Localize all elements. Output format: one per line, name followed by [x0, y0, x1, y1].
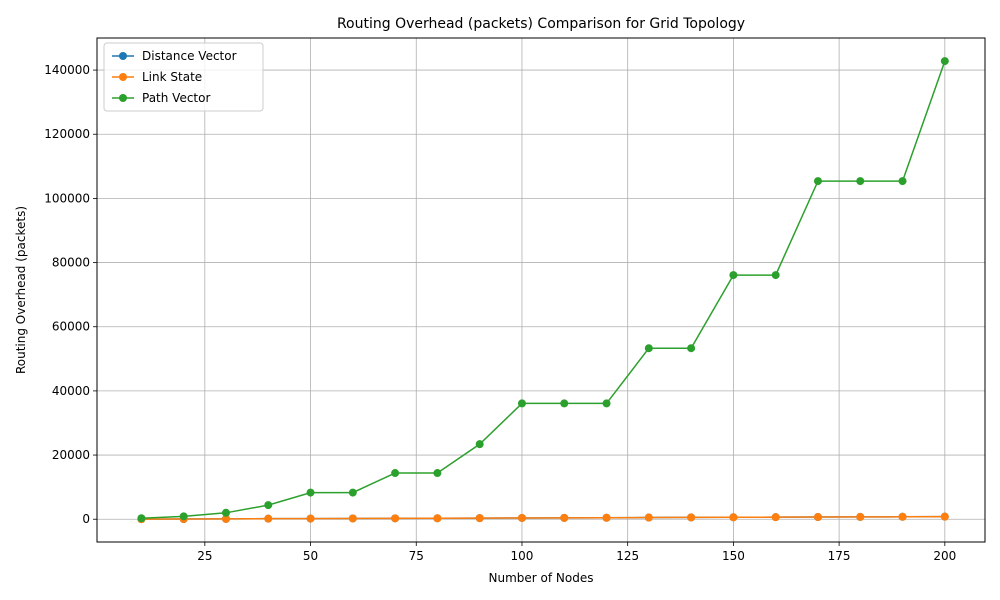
data-point [898, 177, 907, 186]
data-point [940, 57, 949, 66]
series-layer [137, 57, 949, 524]
legend-box [103, 42, 264, 112]
legend-marker [119, 94, 127, 102]
x-tick-label: 125 [616, 549, 639, 563]
data-point [729, 513, 738, 522]
data-point [221, 514, 230, 523]
x-axis-ticks: 25 50 75 100 125 150 175 200 [197, 542, 956, 563]
legend-marker [119, 52, 127, 60]
data-point [771, 271, 780, 280]
plot-frame [96, 37, 986, 543]
data-point [306, 514, 315, 523]
data-point [729, 271, 738, 280]
data-point [560, 513, 569, 522]
x-tick-label: 75 [409, 549, 424, 563]
data-point [391, 514, 400, 523]
data-point [264, 501, 273, 510]
legend-label: Path Vector [142, 91, 210, 105]
data-point [475, 514, 484, 523]
data-point [813, 513, 822, 522]
chart-title: Routing Overhead (packets) Comparison fo… [337, 16, 745, 32]
data-point [517, 513, 526, 522]
x-axis-label: Number of Nodes [489, 571, 594, 585]
data-point [179, 512, 188, 521]
data-point [856, 177, 865, 186]
data-point [137, 514, 146, 523]
data-point [348, 514, 357, 523]
data-point [644, 344, 653, 353]
y-tick-label: 20000 [52, 448, 90, 462]
x-tick-label: 175 [828, 549, 851, 563]
x-tick-label: 100 [511, 549, 534, 563]
legend-label: Distance Vector [142, 49, 237, 63]
data-point [602, 513, 611, 522]
data-point [644, 513, 653, 522]
data-point [602, 399, 611, 408]
data-point [813, 177, 822, 186]
data-point [560, 399, 569, 408]
x-tick-label: 25 [197, 549, 212, 563]
data-point [391, 469, 400, 478]
data-point [517, 399, 526, 408]
y-tick-label: 0 [82, 512, 90, 526]
data-point [433, 514, 442, 523]
series-line [141, 60, 946, 520]
data-point [306, 488, 315, 497]
y-tick-label: 80000 [52, 256, 90, 270]
data-point [221, 508, 230, 517]
data-point [940, 512, 949, 521]
legend-marker [119, 73, 127, 81]
data-point [348, 488, 357, 497]
y-tick-label: 120000 [44, 127, 90, 141]
x-tick-label: 150 [722, 549, 745, 563]
series-2 [137, 57, 949, 523]
legend: Distance Vector Link State Path Vector [103, 42, 264, 112]
data-point [475, 440, 484, 449]
y-tick-label: 140000 [44, 63, 90, 77]
y-tick-label: 60000 [52, 320, 90, 334]
legend-label: Link State [142, 70, 202, 84]
y-axis-label: Routing Overhead (packets) [14, 206, 28, 374]
x-tick-label: 200 [933, 549, 956, 563]
data-point [264, 514, 273, 523]
y-tick-label: 40000 [52, 384, 90, 398]
data-point [687, 344, 696, 353]
data-point [856, 512, 865, 521]
data-point [898, 512, 907, 521]
y-tick-label: 100000 [44, 191, 90, 205]
series-1 [137, 512, 949, 524]
data-point [433, 469, 442, 478]
data-point [771, 513, 780, 522]
data-point [687, 513, 696, 522]
series-line [141, 515, 945, 520]
x-tick-label: 50 [303, 549, 318, 563]
y-axis-ticks: 0 20000 40000 60000 80000 100000 120000 140000 [44, 63, 97, 526]
